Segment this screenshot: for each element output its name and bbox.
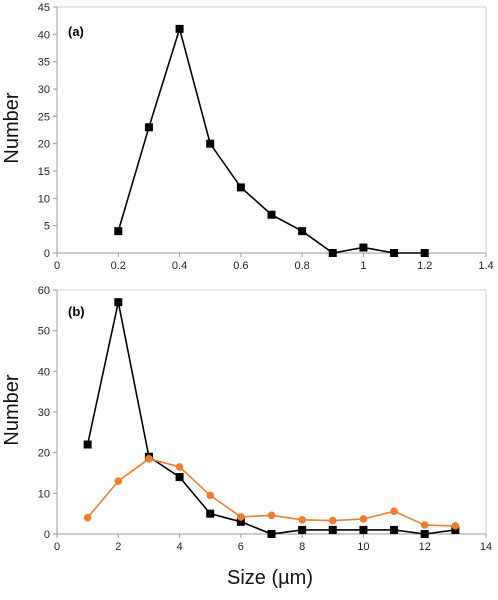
panel-b-axes: 0 2 4 6 8 10 12 14 0 10 20 30 40 50 60 (38, 285, 492, 553)
panel-b-series-1-point (328, 525, 337, 534)
panel-b-plot-frame (56, 289, 487, 535)
panel-a-series-1-point (328, 249, 337, 257)
panel-a-y-tick-label: 10 (38, 193, 50, 205)
panel-b-series-2-point (175, 463, 184, 471)
panel-b-series-1-point (114, 298, 123, 307)
panel-b-series-1-point (298, 525, 307, 534)
panel-a-series (114, 24, 429, 257)
panel-b-series-2-point (359, 515, 368, 523)
panel-a-y-axis-title: Number (1, 92, 23, 163)
panel-a-x-tick-label: 1.2 (417, 260, 432, 272)
panel-a-x-tick-label: 1.4 (478, 260, 493, 272)
panel-b-series-1-line (86, 302, 456, 535)
panel-b-y-tick-label: 20 (38, 448, 50, 460)
panel-b-series (83, 298, 460, 538)
panel-b-series-1-point (390, 525, 399, 534)
panel-a-series-1-point (114, 227, 123, 236)
panel-b-series-2-point (83, 513, 92, 522)
panel-b-series-2-point (206, 491, 215, 500)
panel-a-y-tick-label: 35 (38, 57, 50, 69)
panel-b-series-1-point (83, 440, 92, 449)
panel-a-axes: 0 0.2 0.4 0.6 0.8 1 1.2 1.4 0 5 10 15 20 25 30 35 40 45 (38, 2, 494, 272)
panel-a-series-1-point (144, 123, 153, 132)
panel-a-x-tick-label: 0.6 (233, 260, 248, 272)
panel-a-y-tick-label: 20 (38, 139, 50, 151)
panel-b-series-2-point (237, 513, 245, 521)
panel-b-y-tick-label: 10 (38, 488, 50, 500)
panel-a-label: (a) (68, 24, 84, 39)
panel-a-series-1-point (359, 243, 368, 252)
panel-a-y-tick-label: 30 (38, 84, 50, 96)
panel-b-series-2-point (267, 511, 276, 520)
panel-b-series-2-point (145, 454, 153, 463)
panel-b-y-tick-label: 0 (44, 529, 50, 541)
panel-b-y-tick-label: 50 (38, 326, 50, 338)
panel-b-y-tick-label: 30 (38, 407, 50, 419)
panel-a-series-1-point (420, 249, 429, 257)
panel-b-x-tick-label: 0 (54, 541, 60, 553)
panel-b-x-tick-label: 12 (419, 541, 431, 553)
panel-a-x-tick-label: 0.8 (294, 260, 309, 272)
panel-b-y-tick-label: 40 (38, 366, 50, 378)
panel-b-series-2-point (114, 477, 123, 485)
panel-b-series-1-point (359, 525, 368, 534)
panel-b-y-axis-title: Number (1, 374, 23, 445)
panel-b-series-1-point (267, 530, 276, 538)
panel-a-series-1-point (175, 24, 184, 33)
panel-b-x-axis-title: Size (µm) (227, 567, 313, 589)
panel-a-series-1-point (298, 227, 307, 236)
panel-a-series-1-point (206, 139, 215, 148)
panel-b-y-tick-label: 60 (38, 285, 50, 297)
panel-a-x-tick-label: 0.4 (172, 260, 187, 272)
panel-b-series-1-point (451, 525, 460, 534)
panel-b-series-1-point (420, 530, 429, 538)
panel-b-series-2-point (390, 507, 398, 516)
panel-b: 0 2 4 6 8 10 12 14 0 10 20 30 40 50 60 (b) Number Size… (1, 285, 492, 589)
panel-b-series-2-point (451, 522, 460, 530)
panel-b-label: (b) (68, 304, 85, 319)
panel-b-x-tick-label: 2 (115, 541, 121, 553)
panel-b-series-2-point (328, 516, 337, 525)
panel-a-y-tick-label: 5 (44, 221, 50, 233)
panel-a-y-tick-label: 15 (38, 166, 50, 178)
panel-b-x-tick-label: 6 (238, 541, 244, 553)
panel-a-series-1-point (236, 183, 245, 192)
panel-b-series-1-point (236, 517, 245, 526)
panel-a-y-tick-label: 25 (38, 111, 50, 123)
panel-a-x-tick-label: 0.2 (111, 260, 126, 272)
panel-b-x-tick-label: 14 (480, 541, 492, 553)
panel-b-x-tick-label: 8 (299, 541, 305, 553)
panel-b-series-1-point (206, 509, 215, 518)
panel-a-y-tick-label: 40 (38, 29, 50, 41)
panel-b-series-2-point (298, 515, 306, 524)
panel-a-x-tick-label: 0 (54, 260, 60, 272)
panel-a-y-tick-label: 45 (38, 2, 50, 14)
panel-a-x-tick-label: 1 (360, 260, 366, 272)
panel-a-series-1-line (117, 26, 425, 254)
panel-b-x-tick-label: 10 (357, 541, 369, 553)
panel-a-series-1-point (267, 210, 276, 219)
panel-b-series-1-point (175, 473, 184, 482)
panel-b-series-2-point (420, 521, 429, 529)
panel-a-series-1-point (390, 249, 399, 257)
panel-b-x-tick-label: 4 (177, 541, 183, 553)
panel-a-y-tick-label: 0 (44, 248, 50, 260)
panel-a: 0 0.2 0.4 0.6 0.8 1 1.2 1.4 0 5 10 15 20 25 30 35 40 45 (… (1, 2, 494, 272)
